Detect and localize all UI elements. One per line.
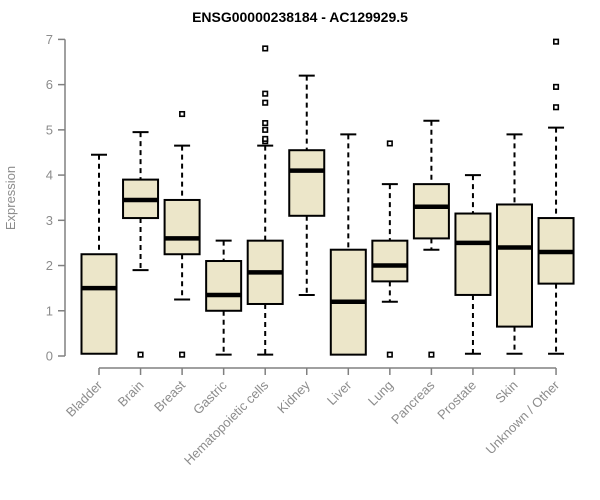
outlier-point (428, 351, 435, 358)
x-tick-label-pancreas: Pancreas (388, 377, 438, 427)
y-tick-label: 7 (46, 32, 53, 47)
x-tick-label-bladder: Bladder (63, 377, 106, 420)
y-tick-label: 3 (46, 213, 53, 228)
outlier-point (262, 126, 269, 133)
outlier-point (179, 110, 186, 118)
outlier-point (262, 45, 269, 52)
iqr-box (371, 239, 409, 283)
boxplot-brain (122, 131, 160, 358)
boxplot-bladder (80, 153, 118, 355)
boxplot-unknown-other (537, 38, 575, 355)
outlier-point (262, 120, 269, 127)
boxplot-pancreas (412, 119, 450, 358)
boxplot-skin (496, 133, 533, 355)
outlier-point (262, 135, 269, 142)
boxplot-prostate (454, 174, 492, 355)
y-axis: 0 1 2 3 4 5 6 7 (46, 32, 66, 364)
boxplot-hematopoietic-cells (246, 45, 284, 356)
y-tick-label: 5 (46, 122, 53, 137)
y-tick-label: 2 (46, 258, 53, 273)
x-tick-label-gastric: Gastric (190, 377, 230, 417)
outlier-point (262, 99, 269, 106)
x-tick-label-skin: Skin (492, 378, 520, 406)
iqr-box (412, 183, 450, 240)
outlier-point (552, 38, 560, 45)
outlier-point (552, 104, 560, 111)
iqr-box (205, 260, 243, 312)
x-tick-label-lung: Lung (365, 378, 396, 409)
outlier-point (179, 351, 186, 358)
x-tick-label-brain: Brain (115, 378, 147, 410)
boxplot-lung (371, 140, 409, 358)
y-tick-label: 1 (46, 303, 53, 318)
outlier-point (262, 90, 269, 97)
iqr-box (288, 149, 326, 217)
x-tick-label-liver: Liver (324, 377, 355, 408)
iqr-box (496, 203, 533, 328)
iqr-box (80, 253, 118, 355)
x-tick-label-breast: Breast (151, 377, 188, 414)
boxplot-gastric (205, 239, 243, 356)
outlier-point (137, 351, 144, 358)
x-tick-label-unknown-other: Unknown / Other (483, 377, 563, 457)
x-tick-label-kidney: Kidney (274, 377, 313, 416)
y-tick-label: 6 (46, 77, 53, 92)
boxplot-breast (163, 110, 201, 358)
outlier-point (386, 140, 393, 147)
x-tick-label-prostate: Prostate (434, 378, 479, 423)
y-tick-label: 0 (46, 349, 53, 364)
outlier-point (552, 83, 560, 90)
iqr-box (163, 198, 201, 256)
iqr-box (454, 212, 492, 296)
boxplot-kidney (288, 74, 326, 296)
boxplot-liver (329, 133, 367, 356)
outlier-point (386, 351, 393, 358)
y-axis-title: Expression (3, 166, 18, 230)
chart-title: ENSG00000238184 - AC129929.5 (192, 9, 408, 25)
y-tick-label: 4 (46, 168, 53, 183)
